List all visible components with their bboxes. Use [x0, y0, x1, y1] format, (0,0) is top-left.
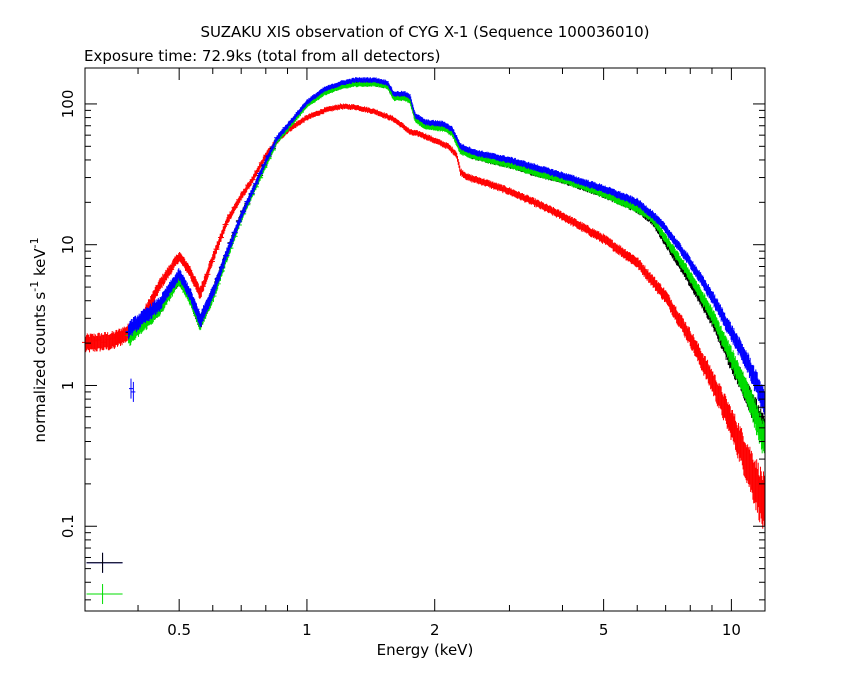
outlier-group-0	[128, 378, 136, 402]
x-tick-label: 10	[722, 621, 741, 639]
y-axis-label: normalized counts s-1 keV-1	[28, 237, 49, 442]
y-tick-label: 1	[59, 381, 77, 391]
y-axis: 0.1 1 10 100	[59, 90, 765, 601]
plot-frame	[84, 67, 766, 612]
y-tick-label: 0.1	[59, 514, 77, 538]
y-axis-label-exp1: -1	[28, 281, 41, 292]
corner-marker-1	[86, 552, 123, 573]
chart-title: SUZAKU XIS observation of CYG X-1 (Seque…	[200, 23, 649, 41]
series-3	[125, 77, 766, 419]
x-tick-label: 0.5	[167, 621, 191, 639]
y-axis-label-exp2: -1	[28, 237, 41, 248]
y-tick-label: 100	[59, 90, 77, 119]
x-axis: 0.5 1 2 5 10	[84, 68, 741, 639]
x-tick-label: 1	[302, 621, 312, 639]
x-tick-label: 5	[599, 621, 609, 639]
corner-marker-2	[86, 584, 123, 605]
plot-area	[82, 77, 766, 605]
y-axis-label-mid: keV	[31, 248, 49, 281]
series-0	[82, 103, 766, 529]
x-axis-label: Energy (keV)	[377, 641, 474, 659]
y-tick-label: 10	[59, 235, 77, 254]
y-axis-label-base: normalized counts s	[31, 292, 49, 443]
x-tick-label: 2	[430, 621, 440, 639]
chart-subtitle: Exposure time: 72.9ks (total from all de…	[84, 47, 440, 65]
